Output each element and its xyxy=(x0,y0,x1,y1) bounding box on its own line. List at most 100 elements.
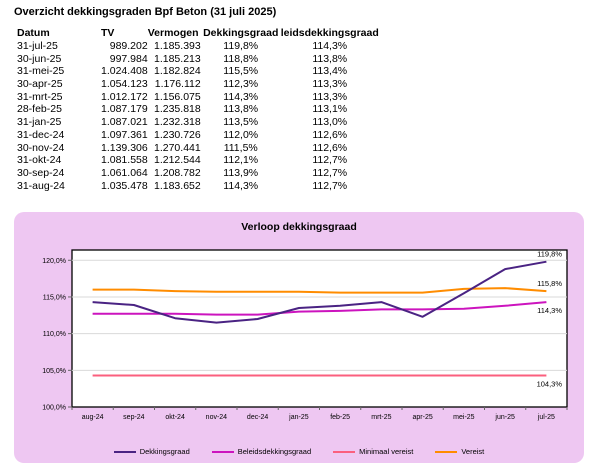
table-cell: 113,3% xyxy=(312,90,348,103)
table-cell: 113,9% xyxy=(223,166,259,179)
table-cell: 112,7% xyxy=(312,154,348,167)
legend-item: Dekkingsgraad xyxy=(113,447,190,456)
column-header: Datum xyxy=(17,27,50,40)
table-cell: 1.087.021 xyxy=(101,116,148,129)
table-cell: 112,7% xyxy=(312,166,348,179)
table-row: 30-nov-24 1.139.306 1.270.441 111,5% 112,6% xyxy=(14,141,379,154)
table-cell: 1.182.824 xyxy=(154,65,201,78)
table-cell: 31-aug-24 xyxy=(17,179,65,192)
chart-svg: 100,0% 105,0% 110,0% 115,0% 120,0% aug-24 sep-… xyxy=(42,249,568,421)
table-header: Datum TV Vermogen Dekkingsgraad leidsdekking… xyxy=(14,27,379,40)
legend-label: Vereist xyxy=(461,447,485,456)
y-tick-label: 115,0% xyxy=(43,294,66,301)
table-cell: 30-sep-24 xyxy=(17,166,65,179)
table-cell: 30-apr-25 xyxy=(17,78,63,91)
table-cell: 112,3% xyxy=(223,78,259,91)
table-cell: 1.012.172 xyxy=(101,90,148,103)
x-tick-label: mei-25 xyxy=(453,414,475,421)
y-tick-label: 110,0% xyxy=(43,331,66,338)
table-cell: 31-mei-25 xyxy=(17,65,65,78)
table-cell: 114,3% xyxy=(223,90,259,103)
series-line-dekkingsgraad xyxy=(92,260,547,324)
column-header: Vermogen xyxy=(147,27,199,40)
chart-panel: Verloop dekkingsgraad 100,0% 105,0% 110,0%… xyxy=(14,212,584,463)
table-cell: 30-nov-24 xyxy=(17,141,65,154)
table-cell: 1.087.179 xyxy=(101,103,148,116)
table-row: 31-dec-24 1.097.361 1.230.726 112,0% 112,6% xyxy=(14,129,379,142)
x-tick-label: sep-24 xyxy=(123,414,145,421)
table-cell: 1.176.112 xyxy=(154,78,201,91)
x-tick-label: okt-24 xyxy=(165,414,185,421)
table-cell: 1.081.558 xyxy=(101,154,148,167)
table-cell: 31-okt-24 xyxy=(17,154,62,167)
chart-title: Verloop dekkingsgraad xyxy=(241,221,357,233)
table-header-row: Datum TV Vermogen Dekkingsgraad leidsdekking… xyxy=(14,27,379,40)
series-end-label: 104,3% xyxy=(537,379,563,388)
table-cell: 112,6% xyxy=(312,141,348,154)
page-title: Overzicht dekkingsgraden Bpf Beton (31 j… xyxy=(14,6,277,18)
x-tick-label: mrt-25 xyxy=(371,414,391,421)
table-cell: 31-dec-24 xyxy=(17,128,65,141)
table-cell: 1.232.318 xyxy=(154,116,201,129)
table-cell: 1.061.064 xyxy=(101,166,148,179)
legend-swatch xyxy=(435,450,458,453)
table-cell: 114,3% xyxy=(223,179,259,192)
table-cell: 31-jul-25 xyxy=(17,40,58,53)
x-tick-label: apr-25 xyxy=(413,414,433,421)
table-cell: 112,6% xyxy=(312,128,348,141)
table-cell: 1.185.393 xyxy=(154,40,201,53)
table-cell: 113,8% xyxy=(223,103,259,116)
table-row: 28-feb-25 1.087.179 1.235.818 113,8% 113,1% xyxy=(14,103,379,116)
table-cell: 997.984 xyxy=(109,52,148,65)
table-cell: 115,5% xyxy=(223,65,259,78)
table-cell: 118,8% xyxy=(223,52,259,65)
series-line-beleidsdekkingsgraad xyxy=(92,301,547,316)
table-cell: 112,0% xyxy=(223,128,259,141)
table-cell: 989.202 xyxy=(109,40,148,53)
table-cell: 111,5% xyxy=(223,141,258,154)
table-cell: 113,1% xyxy=(312,103,348,116)
column-header: TV xyxy=(101,27,115,40)
table-body: 31-jul-25 989.202 1.185.393 119,8% 114,3% 30-… xyxy=(14,40,379,192)
table-cell: 1.097.361 xyxy=(101,128,148,141)
series-end-label: 115,8% xyxy=(537,279,562,288)
table-cell: 1.035.478 xyxy=(101,179,148,192)
table-row: 31-mrt-25 1.012.172 1.156.075 114,3% 113,3% xyxy=(14,90,379,103)
table-row: 31-jul-25 989.202 1.185.393 119,8% 114,3% xyxy=(14,40,379,53)
legend-label: Dekkingsgraad xyxy=(139,447,190,456)
table-cell: 113,8% xyxy=(312,52,348,65)
table-cell: 1.156.075 xyxy=(154,90,201,103)
column-header: Dekkingsgraad xyxy=(203,27,279,40)
legend-swatch xyxy=(113,450,136,453)
legend-label: Minimaal vereist xyxy=(359,447,414,456)
table-cell: 1.230.726 xyxy=(154,128,201,141)
x-tick-label: nov-24 xyxy=(206,414,228,421)
table-cell: 113,0% xyxy=(312,116,348,129)
table-cell: 1.212.544 xyxy=(154,154,201,167)
y-tick-label: 120,0% xyxy=(42,258,66,265)
x-tick-label: jul-25 xyxy=(537,414,555,421)
table-cell: 119,8% xyxy=(223,40,259,53)
series-end-label: 114,3% xyxy=(537,306,562,315)
table-cell: 1.185.213 xyxy=(154,52,201,65)
legend-swatch xyxy=(211,450,234,453)
table-cell: 30-jun-25 xyxy=(17,52,62,65)
chart-legend: Dekkingsgraad Beleidsdekkingsgraad Minimaa… xyxy=(14,447,584,456)
table-cell: 1.139.306 xyxy=(101,141,148,154)
table-cell: 113,5% xyxy=(223,116,259,129)
x-tick-label: jun-25 xyxy=(494,414,515,421)
x-tick-label: feb-25 xyxy=(330,414,350,421)
table-cell: 1.235.818 xyxy=(154,103,201,116)
x-tick-label: jan-25 xyxy=(288,414,309,421)
table-row: 30-jun-25 997.984 1.185.213 118,8% 113,8% xyxy=(14,52,379,65)
table-row: 31-aug-24 1.035.478 1.183.652 114,3% 112,7% xyxy=(14,179,379,192)
table-cell: 113,3% xyxy=(312,78,348,91)
table-row: 31-mei-25 1.024.408 1.182.824 115,5% 113,4% xyxy=(14,65,379,78)
table-row: 31-jan-25 1.087.021 1.232.318 113,5% 113,0% xyxy=(14,116,379,129)
y-tick-label: 105,0% xyxy=(42,368,66,375)
legend-label: Beleidsdekkingsgraad xyxy=(237,447,312,456)
table-cell: 31-jan-25 xyxy=(17,116,62,129)
table-row: 30-apr-25 1.054.123 1.176.112 112,3% 113,3% xyxy=(14,78,379,91)
coverage-table: Datum TV Vermogen Dekkingsgraad leidsdekking… xyxy=(14,27,379,192)
legend-swatch xyxy=(333,450,356,453)
